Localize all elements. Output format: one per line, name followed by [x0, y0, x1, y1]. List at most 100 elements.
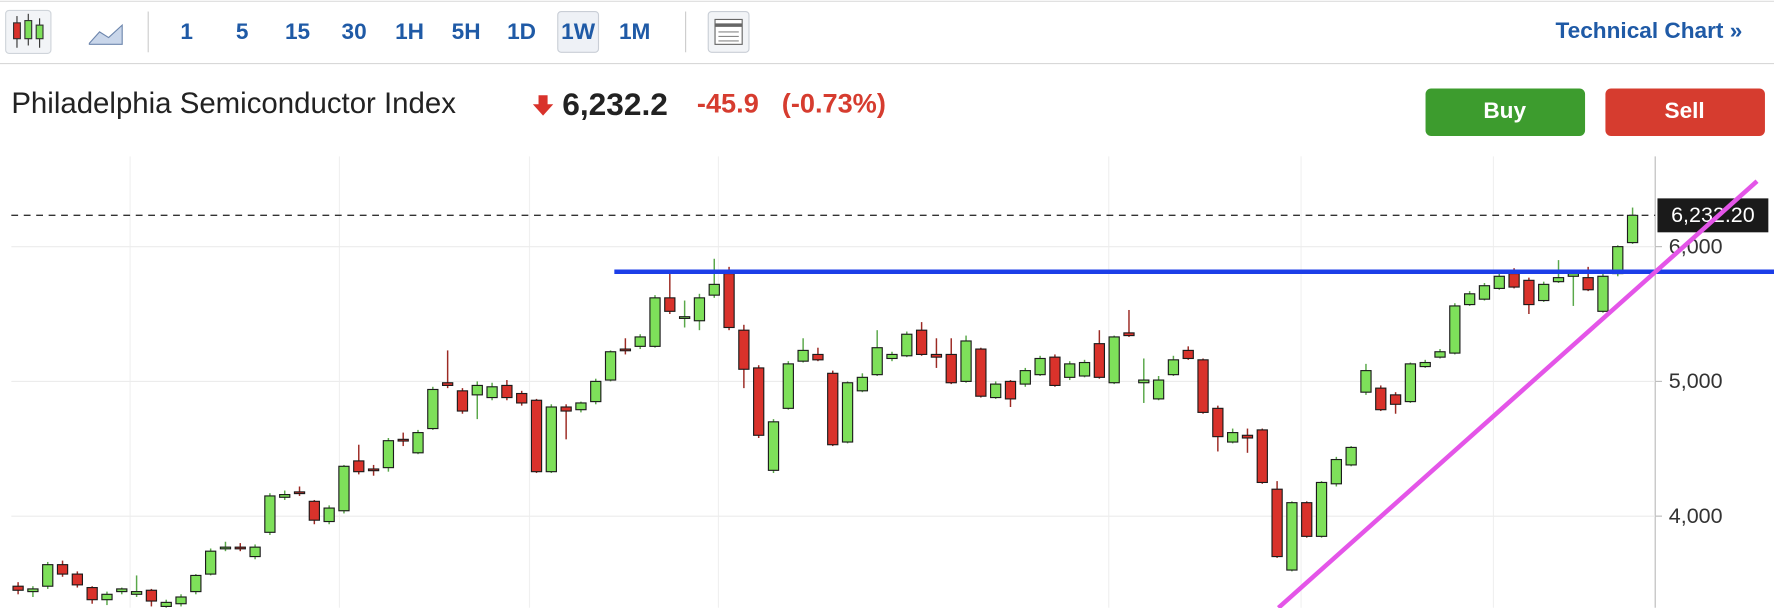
candle-body	[382, 440, 395, 469]
candle-body	[279, 494, 291, 498]
candle-body	[693, 297, 706, 322]
candle-body	[1212, 407, 1224, 438]
candle-body	[1538, 283, 1550, 302]
candle-body	[471, 384, 483, 396]
candle	[323, 505, 335, 525]
candle-body	[856, 376, 869, 392]
interval-button[interactable]: 30	[342, 19, 367, 44]
candle-body	[945, 353, 957, 384]
candle	[1271, 481, 1283, 558]
candle-body	[1582, 277, 1594, 291]
candle-body	[204, 550, 217, 575]
candle-body	[12, 585, 24, 591]
change-percent: (-0.73%)	[782, 88, 886, 119]
candle	[649, 295, 661, 348]
candle-body	[486, 386, 498, 399]
interval-button[interactable]: 1	[180, 19, 193, 44]
candle	[1493, 273, 1505, 290]
candle	[664, 273, 676, 315]
candle-body	[1360, 370, 1372, 393]
technical-chart-link[interactable]: Technical Chart »	[1556, 18, 1743, 43]
sell-button[interactable]: Sell	[1605, 88, 1765, 136]
candle	[160, 599, 172, 608]
candle-body	[1123, 332, 1135, 337]
candle-body	[975, 348, 987, 397]
interval-button[interactable]: 1D	[507, 19, 536, 44]
y-tick-label: 5,000	[1669, 369, 1723, 393]
candle	[856, 373, 869, 393]
icon-body	[13, 22, 21, 40]
candle-body	[1523, 279, 1535, 306]
candle-body	[1227, 432, 1239, 443]
interval-button[interactable]: 5	[236, 19, 249, 44]
candle	[1256, 428, 1268, 484]
candle	[604, 350, 617, 382]
candle-body	[293, 491, 306, 495]
candle	[1330, 456, 1343, 487]
candle	[1567, 269, 1579, 306]
candle-body	[1315, 481, 1328, 537]
candle	[1434, 349, 1446, 359]
candle-body	[353, 460, 365, 473]
candle	[827, 370, 839, 447]
candle	[516, 390, 528, 406]
diagonal-trendline	[1276, 179, 1759, 608]
candle-body	[871, 347, 883, 376]
candle-body	[1049, 356, 1061, 386]
candle-body	[116, 588, 128, 593]
candle	[145, 588, 158, 607]
candle	[723, 266, 735, 331]
interval-button[interactable]: 1H	[395, 19, 424, 44]
candle	[1478, 283, 1491, 301]
candle-body	[930, 353, 943, 358]
candle	[1404, 362, 1417, 403]
candle-body	[915, 329, 928, 356]
candle-body	[1463, 293, 1476, 306]
candle-body	[1493, 275, 1505, 289]
interval-button[interactable]: 5H	[452, 19, 481, 44]
interval-button[interactable]: 1M	[619, 19, 650, 44]
candle-body	[1449, 305, 1461, 354]
candle-body	[27, 588, 39, 593]
candle	[1034, 355, 1046, 377]
candle	[886, 351, 898, 362]
candle-body	[130, 591, 143, 595]
icon-body	[35, 24, 44, 40]
candlestick-icon[interactable]	[5, 9, 52, 54]
candle	[1286, 501, 1298, 572]
interval-button[interactable]: 1W	[561, 19, 596, 44]
last-price-box	[1657, 198, 1769, 233]
candle	[12, 582, 24, 595]
candle-body	[530, 399, 543, 473]
candle-body	[738, 329, 750, 370]
candle-body	[1093, 343, 1106, 378]
candle	[1227, 428, 1239, 444]
candle-body	[1389, 394, 1402, 405]
candle-body	[71, 573, 84, 586]
candle-body	[234, 546, 246, 550]
candle-body	[1508, 273, 1520, 288]
candle	[501, 380, 513, 401]
candle-body	[545, 406, 557, 473]
candle-body	[960, 340, 972, 382]
candle	[545, 404, 557, 474]
candle	[130, 575, 143, 597]
buy-button[interactable]: Buy	[1425, 88, 1586, 136]
candle	[427, 386, 439, 430]
candle	[1152, 376, 1165, 401]
interval-button[interactable]: 15	[285, 19, 310, 44]
candle-body	[42, 564, 54, 587]
candle	[1182, 346, 1194, 360]
candle	[575, 401, 587, 413]
icon-body	[24, 20, 33, 40]
layout-icon[interactable]	[707, 10, 750, 53]
candle	[293, 486, 306, 496]
candle	[634, 334, 646, 350]
area-chart-icon[interactable]	[88, 23, 123, 45]
icon-area	[88, 23, 123, 45]
candle-body	[101, 593, 113, 601]
candle-body	[1552, 277, 1565, 283]
candle	[871, 330, 883, 377]
candle-body	[1434, 351, 1446, 358]
